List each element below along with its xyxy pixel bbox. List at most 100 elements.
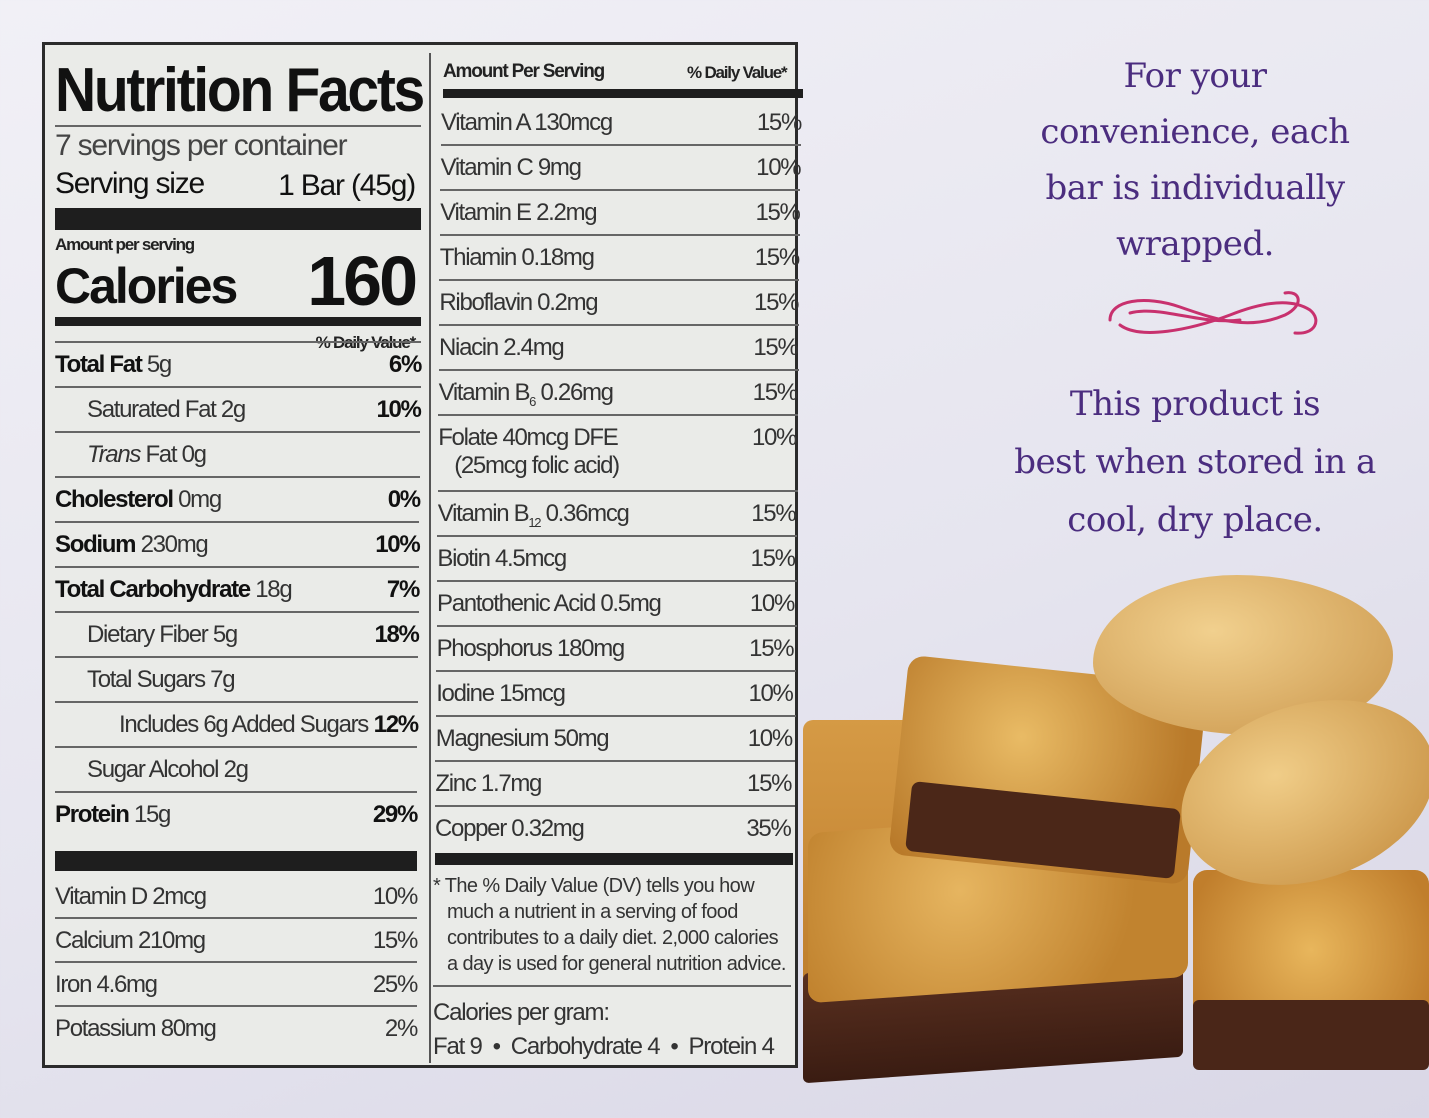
row-divider: [55, 917, 417, 919]
vitamin-label: Magnesium 50mg: [435, 725, 610, 752]
vitamin-row: Vitamin B6 0.26mg 15%: [439, 371, 798, 416]
vitamin-name: Biotin 4.5mcg: [437, 545, 567, 573]
row-divider: [55, 1005, 417, 1007]
vitamin-row: Vitamin E 2.2mg 15%: [440, 191, 801, 236]
nutrition-facts-label: Nutrition Facts 7 servings per container…: [42, 42, 803, 1068]
row-divider: [435, 715, 796, 717]
peanut-bar-photo: [798, 570, 1429, 1118]
nutrient-name: Sodium 230mg: [55, 531, 209, 559]
row-divider: [436, 625, 797, 627]
vitamin-label: Biotin 4.5mcg: [437, 545, 567, 572]
daily-value: 15%: [747, 770, 792, 797]
nutrient-label: Total Fat: [55, 351, 143, 378]
row-divider: [437, 535, 798, 537]
nutrient-label: Trans: [87, 441, 141, 468]
daily-value: 12%: [373, 711, 419, 738]
row-divider: [440, 189, 801, 191]
daily-value: 35%: [746, 815, 791, 842]
vitamin-row: Pantothenic Acid 0.5mg 10%: [437, 582, 795, 627]
divider: [433, 985, 791, 987]
message-line: cool, dry place.: [1067, 500, 1323, 540]
vitamin-row: Copper 0.32mg 35%: [435, 807, 792, 852]
vitamin-name: Vitamin D 2mcg: [55, 883, 207, 910]
row-divider: [55, 656, 419, 658]
vitamin-name: Vitamin C 9mg: [441, 154, 582, 182]
vitamin-name: Copper 0.32mg: [435, 815, 585, 843]
daily-value: 10%: [748, 680, 793, 707]
nutrient-name: Includes 6g Added Sugars: [119, 711, 369, 739]
row-divider: [435, 805, 795, 807]
row-divider: [55, 341, 421, 343]
flourish-ornament: [1108, 291, 1318, 335]
footnote-line: * The % Daily Value (DV) tells you how: [433, 875, 755, 897]
nutrient-name: Protein 15g: [55, 801, 171, 829]
row-divider: [436, 670, 797, 672]
vitamin-label: Folate 40mcg DFE: [438, 424, 619, 451]
daily-value: 15%: [751, 500, 796, 527]
row-divider: [55, 476, 420, 478]
nutrient-amount: Fat 0g: [140, 441, 207, 468]
amount-per-serving: Amount per serving: [55, 235, 195, 254]
nutrient-amount: 0mg: [172, 486, 222, 513]
vitamin-row: Potassium 80mg 2%: [55, 1007, 418, 1051]
nutrient-amount: 18g: [249, 576, 292, 603]
nutrient-row: Saturated Fat 2g 10%: [87, 388, 422, 432]
vitamin-label: Pantothenic Acid 0.5mg: [437, 590, 662, 617]
nutrient-name: Dietary Fiber 5g: [87, 621, 238, 649]
row-divider: [438, 414, 799, 416]
daily-value: 10%: [756, 154, 801, 181]
daily-value: 25%: [372, 971, 418, 998]
label-title: Nutrition Facts: [55, 56, 425, 125]
calories-per-gram-values: Fat 9 • Carbohydrate 4 • Protein 4: [433, 1033, 775, 1060]
footnote-line: much a nutrient in a serving of food: [447, 901, 738, 923]
vitamin-row: Niacin 2.4mg 15%: [439, 326, 799, 371]
medium-divider: [55, 317, 421, 326]
vitamin-name: Riboflavin 0.2mg: [439, 289, 598, 317]
vitamin-name: Zinc 1.7mg: [435, 770, 542, 798]
daily-value: 10%: [375, 531, 420, 558]
vitamin-row: Vitamin B12 0.36mcg 15%: [438, 492, 797, 537]
vitamin-row: Phosphorus 180mg 15%: [437, 627, 795, 672]
vitamin-label: Copper 0.32mg: [435, 815, 585, 842]
nutrient-row: Total Sugars 7g: [87, 658, 418, 702]
nutrient-label: Saturated Fat 2g: [87, 396, 246, 423]
row-divider: [55, 701, 418, 703]
subscript: 6: [529, 393, 536, 409]
message-line: wrapped.: [1116, 224, 1274, 264]
row-divider: [438, 369, 799, 371]
row-divider: [440, 144, 801, 146]
nutrient-row: Sugar Alcohol 2g: [87, 748, 417, 792]
daily-value: 15%: [755, 199, 800, 226]
footnote-line: contributes to a daily diet. 2,000 calor…: [447, 927, 779, 949]
nutrient-label: Protein: [55, 801, 130, 828]
vitamin-name: Thiamin 0.18mg: [440, 244, 595, 272]
nutrient-row: Includes 6g Added Sugars 12%: [119, 703, 419, 747]
vitamin-amount: 0.26mg: [535, 379, 614, 406]
nutrient-row: Trans Fat 0g: [87, 433, 420, 477]
divider: [55, 125, 421, 127]
thick-divider: [435, 853, 793, 865]
nutrient-name: Sugar Alcohol 2g: [87, 756, 249, 784]
vitamin-row: Calcium 210mg 15%: [55, 919, 418, 963]
daily-value: 10%: [747, 725, 793, 752]
vitamin-amount: 0.36mcg: [540, 500, 630, 527]
daily-value: 15%: [749, 635, 794, 662]
vitamin-row: Vitamin A 130mcg 15%: [441, 101, 802, 146]
nutrient-name: Trans Fat 0g: [87, 441, 207, 469]
right-header-dv: % Daily Value*: [687, 63, 788, 82]
daily-value: 29%: [372, 801, 418, 828]
vitamin-name: Iodine 15mcg: [436, 680, 566, 708]
nutrient-name: Total Sugars 7g: [87, 666, 236, 694]
row-divider: [439, 234, 800, 236]
daily-value: 15%: [754, 289, 799, 316]
row-divider: [437, 490, 798, 492]
nutrient-name: Cholesterol 0mg: [55, 486, 222, 514]
daily-value: 15%: [750, 545, 796, 572]
row-divider: [55, 386, 421, 388]
thick-divider: [55, 851, 417, 871]
daily-value: 6%: [388, 351, 422, 378]
daily-value: 15%: [754, 244, 800, 271]
nutrient-label: Total Carbohydrate: [55, 576, 251, 603]
row-divider: [55, 566, 419, 568]
nutrient-label: Dietary Fiber 5g: [87, 621, 238, 648]
